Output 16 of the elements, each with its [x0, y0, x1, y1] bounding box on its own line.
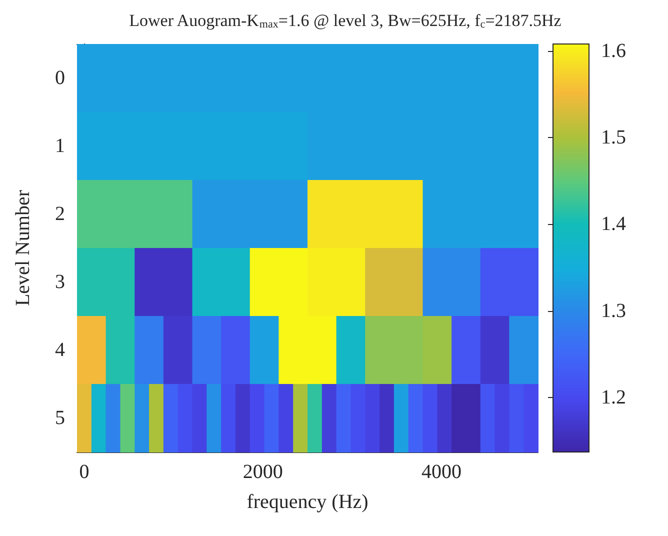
y-tick-label: 3 — [55, 271, 65, 293]
x-tick-label: 0 — [79, 461, 90, 483]
y-tick-label: 2 — [55, 203, 65, 225]
x-axis-title: frequency (Hz) — [246, 491, 368, 513]
y-axis-title: Level Number — [12, 190, 34, 306]
x-tick-label: 4000 — [421, 461, 462, 483]
y-tick-label: 1 — [55, 135, 65, 157]
color-bar-label: 1.5 — [601, 126, 626, 149]
x-tick-label: 2000 — [242, 461, 283, 483]
y-tick-label: 5 — [55, 407, 65, 429]
y-tick-label: 4 — [55, 339, 65, 361]
color-bar-label: 1.2 — [601, 386, 626, 408]
y-tick-label: 0 — [55, 67, 65, 89]
color-bar-label: 1.4 — [601, 213, 626, 236]
color-bar-label: 1.6 — [601, 40, 626, 62]
color-bar-label: 1.3 — [601, 300, 626, 322]
